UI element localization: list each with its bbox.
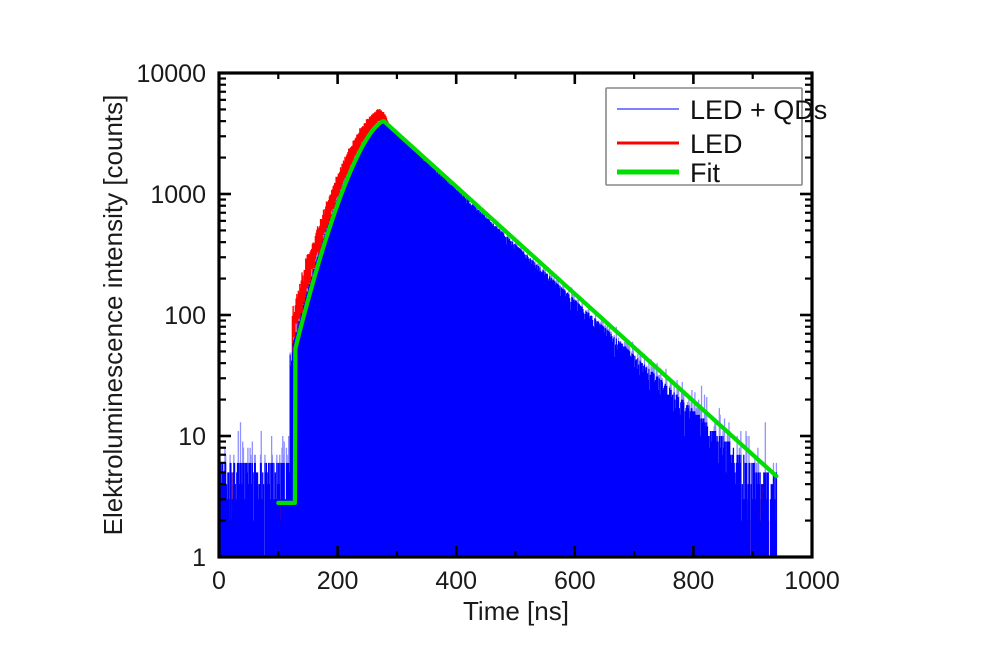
x-tick-label: 800	[673, 567, 715, 595]
tick-label-layer: 0 200 400 600 800 1000 10000 1000 100 10 1	[136, 60, 839, 595]
fit-curve	[276, 119, 779, 505]
legend-label-2: Fit	[690, 158, 720, 188]
x-tick-label: 0	[212, 567, 226, 595]
legend-box	[605, 87, 803, 186]
y-tick-label: 1000	[150, 181, 206, 209]
legend-label-0: LED + QDs	[690, 95, 827, 125]
x-axis-label: Time [ns]	[463, 596, 569, 626]
y-axis-label: Elektroluminescence intensity [counts]	[98, 95, 128, 536]
x-tick-label: 600	[554, 567, 596, 595]
y-tick-label: 10000	[136, 60, 206, 88]
axes-layer	[217, 71, 814, 559]
y-tick-label: 100	[164, 302, 206, 330]
legend-label-1: LED	[690, 129, 743, 159]
x-tick-label: 1000	[784, 567, 840, 595]
x-tick-label: 400	[435, 567, 477, 595]
x-tick-label: 200	[317, 567, 359, 595]
y-tick-label: 1	[192, 544, 206, 572]
y-tick-label: 10	[178, 423, 206, 451]
